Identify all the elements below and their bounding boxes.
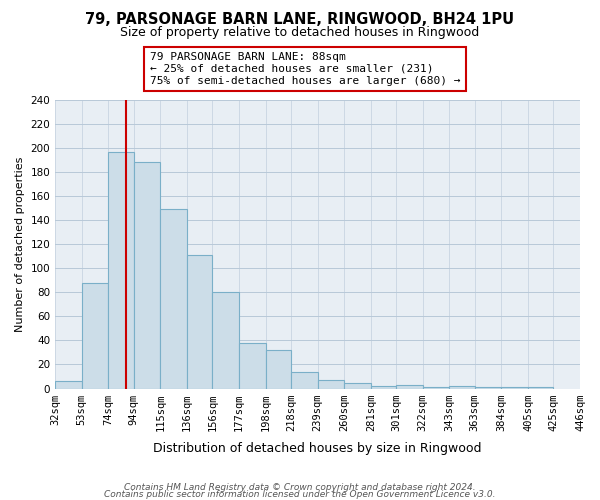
Text: 79, PARSONAGE BARN LANE, RINGWOOD, BH24 1PU: 79, PARSONAGE BARN LANE, RINGWOOD, BH24 … (85, 12, 515, 28)
Text: 79 PARSONAGE BARN LANE: 88sqm
← 25% of detached houses are smaller (231)
75% of : 79 PARSONAGE BARN LANE: 88sqm ← 25% of d… (149, 52, 460, 86)
Bar (266, 350, 291, 389)
Bar (291, 372, 317, 388)
Bar (371, 386, 396, 388)
Text: Contains public sector information licensed under the Open Government Licence v3: Contains public sector information licen… (104, 490, 496, 499)
Bar (239, 343, 266, 388)
Bar (55, 382, 82, 388)
Bar (449, 386, 475, 388)
Bar (396, 385, 423, 388)
Bar (160, 210, 187, 388)
Text: Contains HM Land Registry data © Crown copyright and database right 2024.: Contains HM Land Registry data © Crown c… (124, 484, 476, 492)
Bar (317, 380, 344, 388)
Bar (109, 152, 134, 388)
Y-axis label: Number of detached properties: Number of detached properties (15, 156, 25, 332)
Bar (187, 255, 212, 388)
Bar (82, 282, 109, 389)
Bar (344, 382, 371, 388)
Bar (134, 162, 160, 388)
X-axis label: Distribution of detached houses by size in Ringwood: Distribution of detached houses by size … (154, 442, 482, 455)
Text: Size of property relative to detached houses in Ringwood: Size of property relative to detached ho… (121, 26, 479, 39)
Bar (212, 292, 239, 388)
